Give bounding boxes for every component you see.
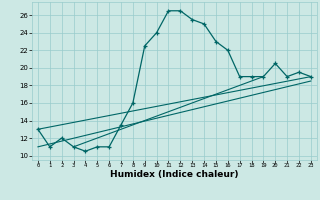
X-axis label: Humidex (Indice chaleur): Humidex (Indice chaleur) (110, 170, 239, 179)
